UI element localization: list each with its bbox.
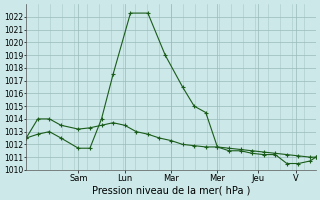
- X-axis label: Pression niveau de la mer( hPa ): Pression niveau de la mer( hPa ): [92, 186, 250, 196]
